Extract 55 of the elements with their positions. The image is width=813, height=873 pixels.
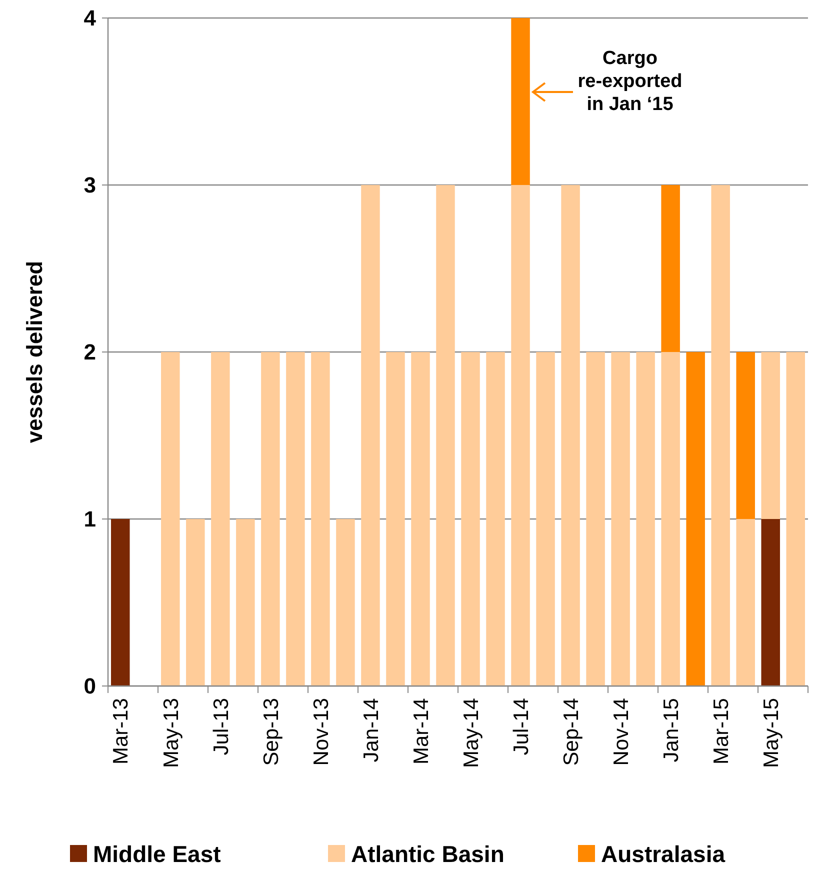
x-tick-label: May-15 [760, 698, 783, 768]
bar [411, 352, 430, 686]
bar [161, 352, 180, 686]
y-tick-label: 4 [84, 6, 97, 31]
bar [361, 185, 380, 686]
bar [536, 352, 555, 686]
x-tick-label: Jul-14 [510, 698, 533, 756]
bar [261, 352, 280, 686]
x-tick-label: Sep-13 [260, 698, 283, 766]
bar [186, 519, 205, 686]
bar [611, 352, 630, 686]
bar [686, 352, 705, 686]
x-tick-label: Nov-14 [610, 698, 633, 766]
bar [111, 519, 130, 686]
legend-label: Australasia [601, 841, 726, 868]
bar [661, 352, 680, 686]
bar [736, 519, 755, 686]
y-tick-label: 0 [84, 674, 96, 699]
bar [386, 352, 405, 686]
bar [736, 352, 755, 519]
x-tick-label: Sep-14 [560, 698, 583, 766]
x-tick-label: May-14 [460, 698, 483, 768]
x-tick-label: Jan-15 [660, 698, 683, 762]
bar [786, 352, 805, 686]
bar [461, 352, 480, 686]
bar [311, 352, 330, 686]
bar [211, 352, 230, 686]
bar [436, 185, 455, 686]
bar [761, 352, 780, 519]
annotation: Cargo re-exported in Jan ‘15 [578, 48, 682, 115]
bar [586, 352, 605, 686]
bar [761, 519, 780, 686]
x-tick-label: Mar-13 [110, 698, 133, 765]
bar [711, 185, 730, 686]
bar [561, 185, 580, 686]
x-tick-label: Jan-14 [360, 698, 383, 762]
bar [511, 185, 530, 686]
y-tick-label: 3 [84, 172, 96, 198]
x-tick-label: Jul-13 [210, 698, 233, 756]
y-axis-title: vessels delivered [22, 260, 47, 444]
legend-label: Middle East [93, 841, 222, 868]
bar [511, 18, 530, 185]
x-tick-label: Mar-14 [410, 698, 433, 765]
y-tick-label: 1 [84, 506, 96, 532]
x-tick-label: May-13 [160, 698, 183, 768]
bar [636, 352, 655, 686]
x-tick-label: Nov-13 [310, 698, 333, 766]
bar [286, 352, 305, 686]
legend-label: Atlantic Basin [351, 841, 504, 868]
bar [336, 519, 355, 686]
bar [486, 352, 505, 686]
bar [236, 519, 255, 686]
x-tick-label: Mar-15 [710, 698, 733, 765]
y-tick-label: 2 [84, 340, 96, 365]
bar [661, 185, 680, 352]
